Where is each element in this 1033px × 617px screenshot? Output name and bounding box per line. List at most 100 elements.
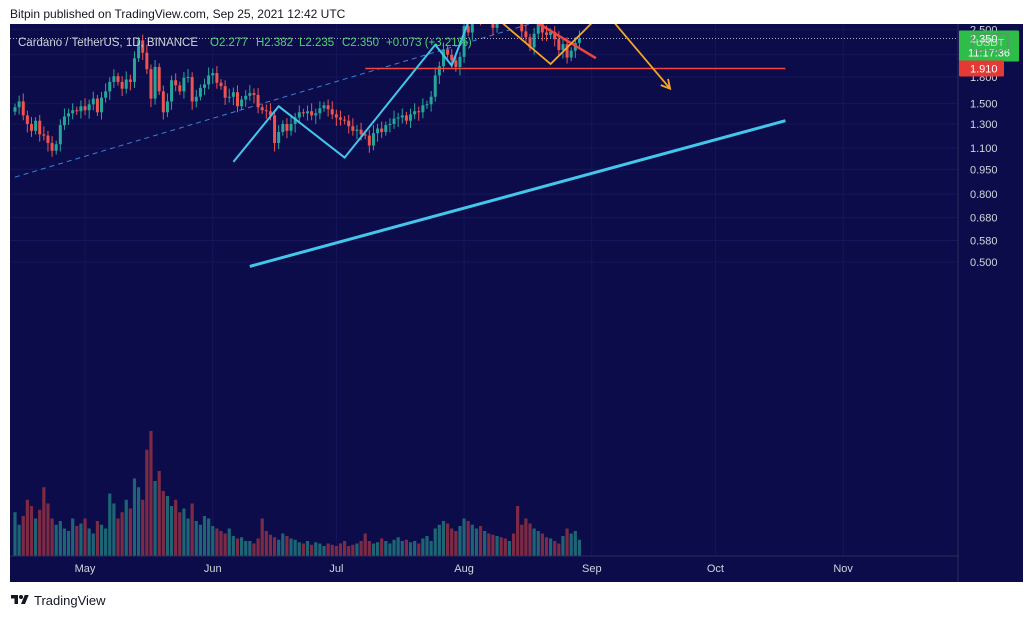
volume-bar [561,536,565,556]
candle-body [425,104,429,106]
volume-bar [363,533,367,556]
projection-arrowhead [660,78,672,91]
candle-body [441,49,445,67]
volume-bar [145,449,149,556]
volume-bar [248,541,252,556]
volume-bar [474,528,479,556]
volume-bar [153,481,157,556]
candle-body [268,111,272,116]
volume-bar [577,539,582,556]
volume-bar [326,543,330,556]
volume-bar [355,543,359,556]
volume-bar [367,541,371,556]
candle-body [561,44,565,51]
volume-bar [104,528,108,556]
candle-body [417,111,421,113]
candle-body [112,76,116,82]
candle-body [301,112,305,114]
price-chart[interactable]: 5.5004.5003.5002.9002.5002.1001.8001.500… [10,24,1023,582]
candle-body [58,125,62,145]
volume-bar [503,538,507,556]
candle-body [194,96,198,102]
y-tick-label: 0.950 [970,164,998,176]
candle-body [458,56,462,67]
volume-bar [289,538,293,556]
volume-bar [478,526,483,556]
volume-bar [392,539,396,556]
volume-bar [260,518,264,556]
volume-bar [536,531,540,556]
volume-bar [540,533,544,556]
candle-body [322,105,326,109]
x-tick-label: Jul [329,563,343,575]
candle-body [491,24,495,28]
candle-body [297,112,301,118]
candle-body [429,96,433,105]
candle-body [285,124,289,131]
candle-body [13,107,17,112]
candle-body [34,120,38,131]
candle-body [334,114,338,118]
volume-bar [137,487,141,556]
volume-bar [215,528,219,556]
candle-body [67,113,71,117]
currency-button-frame [971,33,1009,51]
volume-bar [318,543,322,556]
volume-bar [310,544,314,556]
volume-bar [511,533,516,556]
volume-bar [388,543,392,556]
footer: TradingView [10,591,106,609]
x-tick-label: Jun [204,563,222,575]
volume-bar [95,521,99,556]
volume-bar [161,491,165,556]
volume-bar [487,533,491,556]
candle-body [108,81,112,92]
x-tick-label: Oct [707,563,724,575]
candle-body [351,126,355,131]
candle-body [371,133,375,146]
candle-body [318,108,322,114]
candle-body [264,110,268,112]
candle-body [528,37,532,48]
volume-bar [21,516,25,556]
volume-bar [507,541,511,556]
candle-body [338,117,342,120]
candle-body [178,85,182,92]
volume-bar [79,523,83,556]
volume-bar [483,531,487,556]
volume-bar [569,533,573,556]
currency-button[interactable]: USDT [971,33,1009,51]
volume-bar [516,506,520,556]
candle-body [248,93,252,96]
volume-bar [404,539,408,556]
volume-bar [338,543,343,556]
candle-body [577,38,581,43]
candle-body [38,120,42,135]
candle-body [330,109,334,115]
candle-body [124,79,128,89]
volume-bar [553,541,557,556]
candle-body [207,75,211,85]
x-tick-label: Aug [454,563,474,575]
volume-bar [544,537,549,556]
publisher-line: Bitpin published on TradingView.com, Sep… [10,7,346,21]
volume-bar [207,518,211,556]
volume-bar [25,499,29,556]
volume-bar [413,541,417,556]
candle-body [281,124,285,133]
candle-body [409,114,413,121]
candle-body [520,24,524,32]
volume-bar [75,526,79,556]
candle-body [404,115,408,121]
volume-bar [219,531,223,556]
candle-body [186,77,190,79]
candle-body [524,31,528,38]
candle-body [314,113,318,116]
volume-bar [437,524,441,556]
candle-body [293,117,297,125]
volume-bar [71,518,75,556]
volume-bar [91,533,95,556]
candle-body [211,73,215,76]
chart-frame[interactable]: 5.5004.5003.5002.9002.5002.1001.8001.500… [10,24,1023,582]
candle-body [536,24,540,34]
